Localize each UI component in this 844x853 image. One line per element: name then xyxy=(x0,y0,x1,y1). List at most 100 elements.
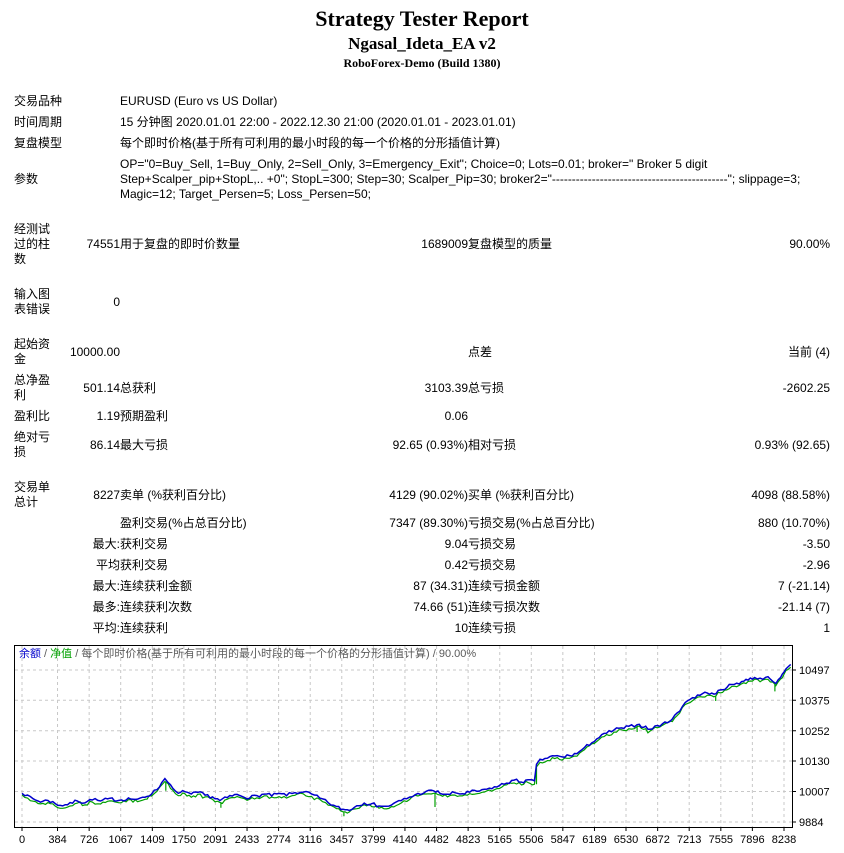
report-cell: 最大: xyxy=(92,579,120,593)
report-cell: 亏损交易 xyxy=(468,537,517,551)
report-cell: 最大亏损 xyxy=(120,437,169,452)
svg-text:5165: 5165 xyxy=(488,834,512,846)
spacer-row xyxy=(14,463,830,477)
svg-text:2433: 2433 xyxy=(235,834,259,846)
svg-text:10252: 10252 xyxy=(799,726,830,738)
report-cell: 4098 (88.58%) xyxy=(751,487,831,502)
report-cell: OP="0=Buy_Sell, 1=Buy_Only, 2=Sell_Only,… xyxy=(120,157,801,201)
svg-text:2774: 2774 xyxy=(266,834,290,846)
report-row: 盈利交易(%占总百分比) 7347 (89.30%) 亏损交易(%占总百分比) 880… xyxy=(14,513,830,534)
report-row: 复盘模型 每个即时价格(基于所有可利用的最小时段的每一个价格的分形插值计算) xyxy=(14,133,830,154)
report-cell: 1 xyxy=(823,621,831,635)
svg-text:1750: 1750 xyxy=(172,834,196,846)
spacer-row xyxy=(14,320,830,334)
report-row: 平均 获利交易 0.42 亏损交易 -2.96 xyxy=(14,555,830,576)
report-cell: 0.93% (92.65) xyxy=(754,437,831,452)
report-cell: -2602.25 xyxy=(782,380,831,395)
report-row: 参数 OP="0=Buy_Sell, 1=Buy_Only, 2=Sell_Onl… xyxy=(14,154,830,205)
legend-separator: / xyxy=(429,648,439,660)
page-title: Strategy Tester Report xyxy=(315,6,529,31)
report-cell: 相对亏损 xyxy=(468,437,517,452)
model-legend-label: 每个即时价格(基于所有可利用的最小时段的每一个价格的分形插值计算) xyxy=(81,648,430,660)
svg-text:1067: 1067 xyxy=(108,834,132,846)
report-row: 绝对亏 损 86.14 最大亏损 92.65 (0.93%) 相对亏损 0.93% (92… xyxy=(14,427,830,463)
report-cell: 连续获利 xyxy=(120,621,169,635)
report-cell: 交易单 总计 xyxy=(14,480,51,509)
report-cell: -2.96 xyxy=(802,558,831,572)
svg-text:7213: 7213 xyxy=(677,834,701,846)
spacer-row xyxy=(14,205,830,219)
report-cell: 连续获利金额 xyxy=(120,579,193,593)
svg-text:2091: 2091 xyxy=(203,834,227,846)
equity-legend-label: 净值 xyxy=(50,648,73,660)
report-cell: 880 (10.70%) xyxy=(758,516,831,530)
report-row: 盈利比 1.19 预期盈利 0.06 xyxy=(14,406,830,427)
report-cell: 9.04 xyxy=(444,537,468,551)
report-cell: 1.19 xyxy=(96,409,120,423)
svg-text:6189: 6189 xyxy=(582,834,606,846)
report-cell: 最多: xyxy=(92,600,120,614)
svg-text:3116: 3116 xyxy=(298,834,322,846)
report-row: 经测试 过的柱 数 74551 用于复盘的即时价数量 1689009 复盘模型的质量 90… xyxy=(14,219,830,270)
report-cell: 10 xyxy=(454,621,468,635)
report-row: 输入图 表错误 0 xyxy=(14,284,830,320)
report-row: 最多: 连续获利次数 74.66 (51) 连续亏损次数 -21.14 (7) xyxy=(14,597,830,618)
report-cell: 87 (34.31) xyxy=(413,579,468,593)
report-cell: 74551 xyxy=(86,237,120,251)
report-cell: 连续亏损次数 xyxy=(468,600,541,614)
report-cell: 时间周期 xyxy=(14,115,63,129)
svg-text:8238: 8238 xyxy=(772,834,796,846)
report-cell: 86.14 xyxy=(89,437,120,452)
report-cell: 平均: xyxy=(92,621,120,635)
report-cell: 7347 (89.30%) xyxy=(389,516,468,530)
svg-text:3799: 3799 xyxy=(361,834,385,846)
report-table: 交易品种 EURUSD (Euro vs US Dollar) 时间周期 15 分钟图… xyxy=(14,91,830,639)
report-row: 平均: 连续获利 10 连续亏损 1 xyxy=(14,618,830,639)
spacer-row xyxy=(14,270,830,284)
svg-text:1409: 1409 xyxy=(140,834,164,846)
report-cell: 卖单 (%获利百分比) xyxy=(120,487,226,502)
report-cell: 复盘模型的质量 xyxy=(468,237,553,251)
svg-text:9884: 9884 xyxy=(799,817,823,829)
balance-legend-label: 余额 xyxy=(19,648,41,660)
report-cell: 亏损交易(%占总百分比) xyxy=(468,516,595,530)
report-cell: 当前 (4) xyxy=(788,344,831,359)
report-cell: 每个即时价格(基于所有可利用的最小时段的每一个价格的分形插值计算) xyxy=(120,136,500,150)
report-cell: 74.66 (51) xyxy=(413,600,468,614)
svg-text:384: 384 xyxy=(48,834,66,846)
report-cell: 盈利交易(%占总百分比) xyxy=(120,516,247,530)
report-cell: EURUSD (Euro vs US Dollar) xyxy=(120,94,278,108)
report-cell: 点差 xyxy=(468,344,493,359)
report-cell: 连续获利次数 xyxy=(120,600,193,614)
report-table-body: 交易品种 EURUSD (Euro vs US Dollar) 时间周期 15 分钟图… xyxy=(14,91,830,639)
report-cell: 3103.39 xyxy=(424,380,468,395)
svg-text:4823: 4823 xyxy=(456,834,480,846)
report-cell: 总净盈 利 xyxy=(14,373,51,402)
report-cell: 连续亏损金额 xyxy=(468,579,541,593)
report-cell: 1689009 xyxy=(421,237,468,251)
svg-text:4140: 4140 xyxy=(393,834,417,846)
svg-text:10375: 10375 xyxy=(799,695,830,707)
report-cell: 15 分钟图 2020.01.01 22:00 - 2022.12.30 21:… xyxy=(120,115,516,129)
expert-name: Ngasal_Ideta_EA v2 xyxy=(348,34,496,53)
report-row: 起始资 金 10000.00 点差 当前 (4) xyxy=(14,334,830,370)
report-cell: 7 (-21.14) xyxy=(778,579,831,593)
equity-curve-svg: 0 384 726 1067 1409 1750 2091 2433 2774 3116 3457 3… xyxy=(14,645,830,846)
report-cell: 501.14 xyxy=(83,380,120,395)
report-cell: 最大: xyxy=(92,537,120,551)
report-cell: 用于复盘的即时价数量 xyxy=(120,237,241,251)
report-row: 最大: 获利交易 9.04 亏损交易 -3.50 xyxy=(14,534,830,555)
svg-text:726: 726 xyxy=(80,834,98,846)
svg-text:10007: 10007 xyxy=(799,787,830,799)
legend-separator: / xyxy=(72,648,82,660)
report-cell: 复盘模型 xyxy=(14,136,63,150)
chart-legend: 余额 / 净值 / 每个即时价格(基于所有可利用的最小时段的每一个价格的分形插值… xyxy=(19,648,476,661)
svg-text:4482: 4482 xyxy=(424,834,448,846)
report-cell: 获利交易 xyxy=(120,537,169,551)
report-row: 交易品种 EURUSD (Euro vs US Dollar) xyxy=(14,91,830,112)
report-row: 时间周期 15 分钟图 2020.01.01 22:00 - 2022.12.30… xyxy=(14,112,830,133)
svg-text:0: 0 xyxy=(19,834,25,846)
report-cell: 4129 (90.02%) xyxy=(389,487,468,502)
svg-text:10130: 10130 xyxy=(799,756,830,768)
